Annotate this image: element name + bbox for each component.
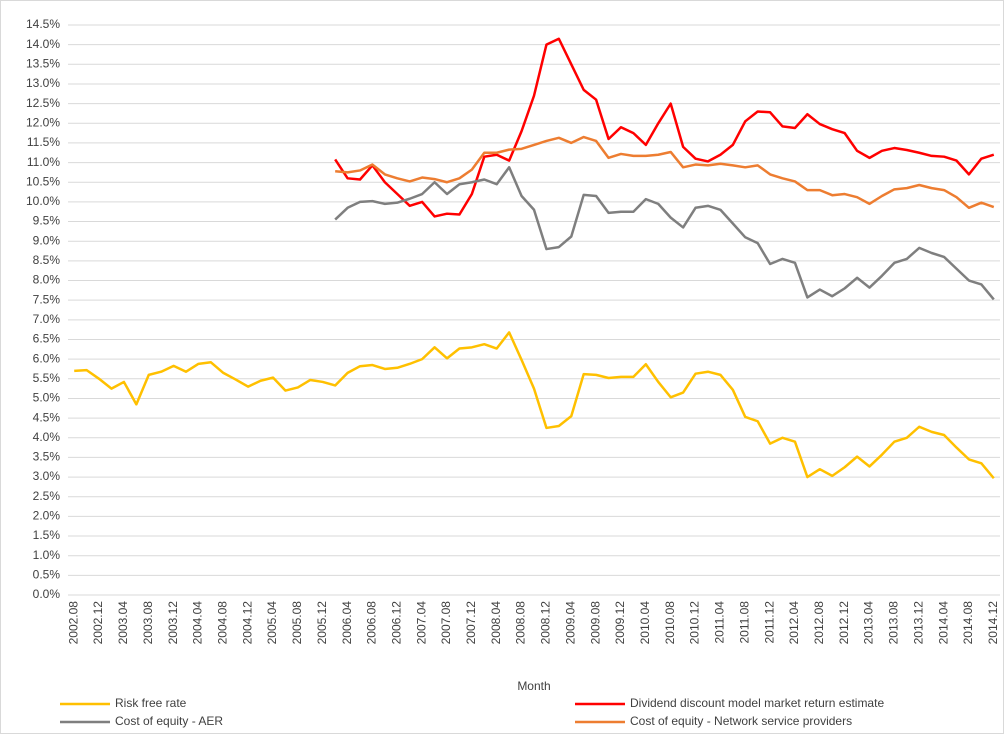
- y-tick-label: 10.5%: [26, 174, 60, 188]
- y-tick-label: 0.0%: [33, 587, 61, 601]
- x-tick-label: 2012.04: [787, 601, 801, 645]
- y-tick-label: 7.5%: [33, 292, 61, 306]
- series-line: [334, 166, 995, 301]
- y-tick-label: 13.5%: [26, 56, 60, 70]
- x-tick-label: 2011.12: [762, 601, 776, 644]
- x-tick-label: 2002.12: [91, 601, 105, 645]
- y-tick-label: 11.5%: [27, 135, 60, 149]
- y-tick-label: 6.0%: [33, 351, 61, 365]
- y-tick-label: 14.0%: [26, 37, 60, 51]
- y-tick-label: 14.5%: [26, 17, 60, 31]
- y-tick-label: 5.0%: [33, 391, 61, 405]
- x-tick-label: 2013.04: [862, 601, 876, 645]
- x-tick-label: 2012.08: [812, 601, 826, 645]
- y-tick-label: 9.0%: [33, 233, 61, 247]
- x-tick-label: 2006.08: [365, 601, 379, 645]
- x-tick-label: 2006.12: [389, 601, 403, 645]
- series-line: [334, 37, 995, 218]
- legend-label: Cost of equity - AER: [115, 714, 223, 728]
- x-tick-label: 2010.08: [663, 601, 677, 645]
- x-tick-label: 2004.04: [191, 601, 205, 645]
- x-tick-label: 2008.04: [489, 601, 503, 645]
- x-tick-label: 2007.12: [464, 601, 478, 645]
- legend-label: Dividend discount model market return es…: [630, 696, 884, 710]
- y-tick-label: 1.0%: [33, 548, 61, 562]
- x-tick-label: 2007.08: [439, 601, 453, 645]
- y-tick-label: 1.5%: [33, 528, 61, 542]
- x-tick-label: 2003.08: [141, 601, 155, 645]
- y-tick-label: 7.0%: [33, 312, 61, 326]
- y-tick-label: 3.0%: [33, 469, 61, 483]
- y-tick-label: 4.0%: [33, 430, 61, 444]
- x-tick-label: 2014.08: [961, 601, 975, 645]
- y-tick-label: 4.5%: [33, 410, 61, 424]
- x-tick-label: 2005.12: [315, 601, 329, 645]
- y-tick-label: 12.5%: [26, 96, 60, 110]
- y-tick-label: 13.0%: [26, 76, 60, 90]
- x-tick-label: 2003.12: [166, 601, 180, 645]
- y-tick-label: 8.0%: [33, 273, 61, 287]
- y-tick-label: 6.5%: [33, 332, 61, 346]
- y-tick-label: 8.5%: [33, 253, 61, 267]
- legend-label: Risk free rate: [115, 696, 187, 710]
- x-tick-label: 2012.12: [837, 601, 851, 645]
- x-tick-label: 2009.04: [563, 601, 577, 645]
- y-tick-label: 12.0%: [26, 115, 60, 129]
- y-tick-label: 10.0%: [26, 194, 60, 208]
- y-tick-label: 2.0%: [33, 509, 61, 523]
- x-tick-label: 2013.12: [911, 601, 925, 645]
- x-tick-label: 2013.08: [887, 601, 901, 645]
- x-tick-label: 2008.08: [514, 601, 528, 645]
- y-tick-label: 5.5%: [33, 371, 61, 385]
- y-tick-label: 2.5%: [33, 489, 61, 503]
- x-tick-label: 2014.04: [936, 601, 950, 645]
- x-tick-label: 2005.04: [265, 601, 279, 645]
- x-tick-label: 2005.08: [290, 601, 304, 645]
- y-tick-label: 3.5%: [33, 450, 61, 464]
- x-tick-label: 2007.04: [414, 601, 428, 645]
- x-tick-label: 2003.04: [116, 601, 130, 645]
- x-tick-label: 2004.08: [216, 601, 230, 645]
- x-tick-label: 2014.12: [986, 601, 1000, 645]
- x-axis-title: Month: [517, 679, 550, 693]
- x-tick-label: 2009.08: [588, 601, 602, 645]
- y-tick-label: 9.5%: [33, 214, 61, 228]
- x-tick-label: 2002.08: [66, 601, 80, 645]
- series-line: [74, 331, 995, 480]
- y-tick-label: 11.0%: [27, 155, 60, 169]
- x-tick-label: 2010.04: [638, 601, 652, 645]
- x-tick-label: 2010.12: [688, 601, 702, 645]
- legend-label: Cost of equity - Network service provide…: [630, 714, 852, 728]
- x-tick-label: 2004.12: [240, 601, 254, 645]
- x-tick-label: 2008.12: [539, 601, 553, 645]
- y-tick-label: 0.5%: [33, 568, 61, 582]
- x-tick-label: 2011.08: [737, 601, 751, 644]
- x-tick-label: 2009.12: [613, 601, 627, 645]
- x-tick-label: 2006.04: [340, 601, 354, 645]
- series-line: [335, 135, 995, 210]
- x-tick-label: 2011.04: [713, 601, 727, 644]
